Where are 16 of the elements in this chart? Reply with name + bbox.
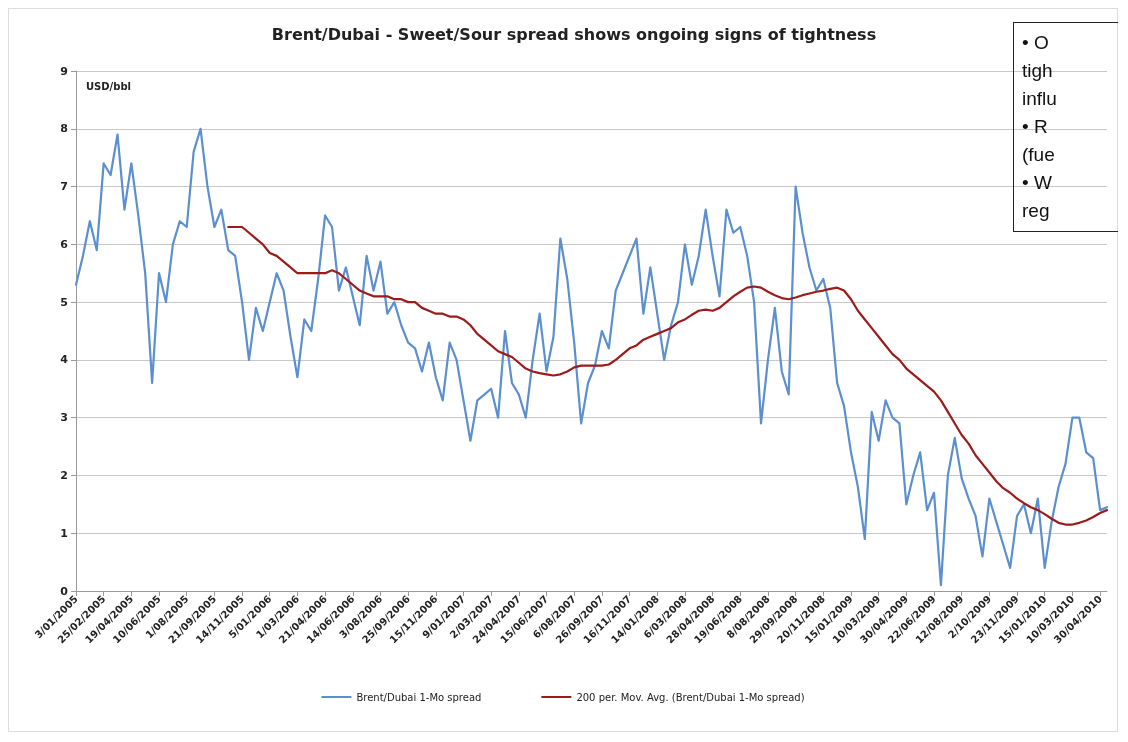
y-tick-label: 6 — [60, 237, 69, 251]
y-tick-label: 1 — [60, 526, 68, 540]
legend-label: Brent/Dubai 1-Mo spread — [356, 691, 482, 703]
annotation: • O tigh influ • R (fue • W reg — [1021, 31, 1058, 223]
y-tick-label: 3 — [60, 411, 68, 425]
y-tick-label: 4 — [60, 353, 69, 367]
y-tick-label: 0 — [60, 584, 69, 598]
y-tick-label: 7 — [60, 180, 68, 194]
line-series — [227, 225, 1109, 526]
y-axis-title: USD/bbl — [86, 80, 132, 92]
y-tick-label: 8 — [60, 122, 68, 136]
chart-title: Brent/Dubai - Sweet/Sour spread shows ongoing signs of tightness — [271, 24, 877, 44]
y-tick-label: 9 — [60, 64, 68, 78]
y-tick-label: 5 — [60, 295, 68, 309]
y-tick-label: 2 — [60, 468, 68, 482]
legend-label: 200 per. Mov. Avg. (Brent/Dubai 1-Mo spread) — [576, 691, 805, 703]
